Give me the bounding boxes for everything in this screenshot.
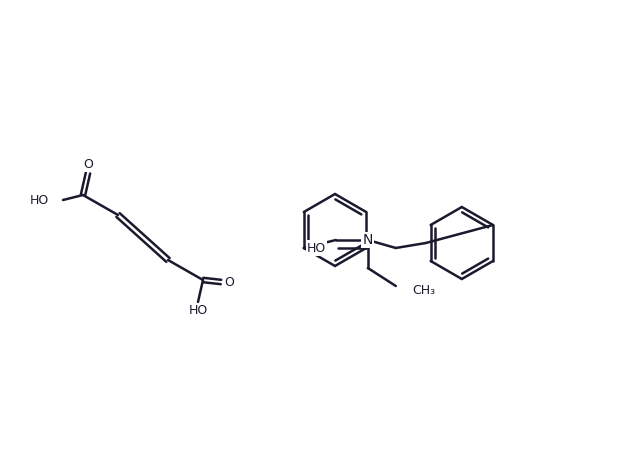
- Text: O: O: [224, 275, 234, 289]
- Text: HO: HO: [307, 242, 326, 254]
- Text: HO: HO: [29, 194, 49, 206]
- Text: N: N: [363, 233, 373, 247]
- Text: HO: HO: [188, 305, 207, 318]
- Text: CH₃: CH₃: [412, 284, 435, 298]
- Text: O: O: [83, 157, 93, 171]
